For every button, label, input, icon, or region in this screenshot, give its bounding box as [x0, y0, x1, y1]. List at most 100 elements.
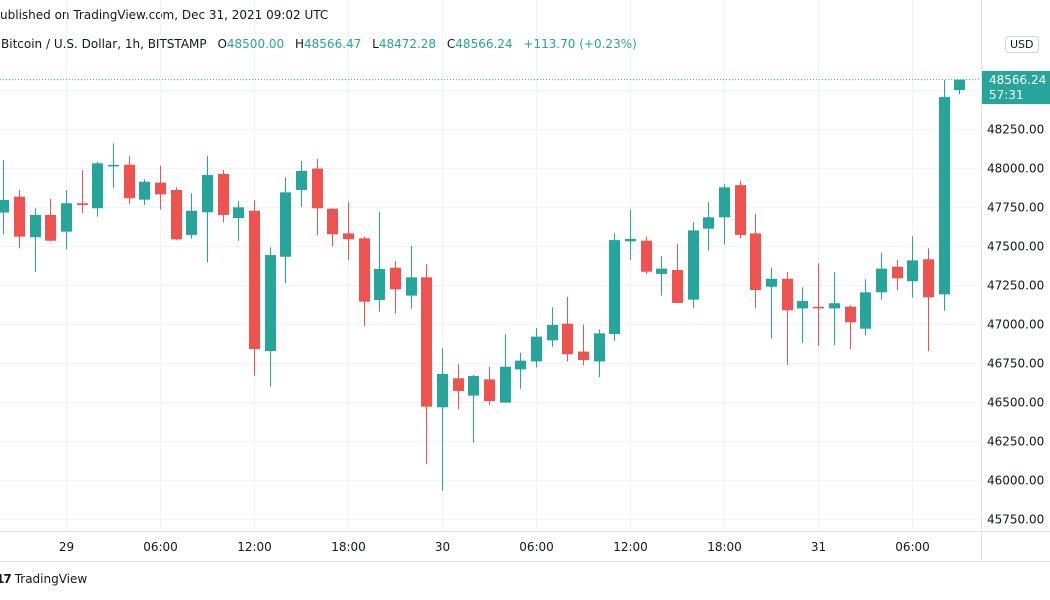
- candle-up: [280, 177, 291, 284]
- candle-body: [547, 324, 558, 341]
- candle-up: [186, 193, 197, 239]
- candle-down: [484, 366, 495, 406]
- candle-body: [77, 203, 88, 205]
- candle-up: [719, 184, 730, 245]
- candle-up: [531, 328, 542, 368]
- candle-body: [265, 255, 276, 351]
- time-tick-label: 29: [59, 540, 74, 554]
- candle-up: [374, 211, 385, 312]
- last-price-tag: 48566.24 57:31: [982, 71, 1050, 104]
- candle-down: [312, 158, 323, 236]
- candle-body: [453, 378, 464, 391]
- currency-button[interactable]: USD: [1005, 36, 1039, 53]
- candle-body: [594, 333, 605, 362]
- price-tick-label: 48000.00: [987, 162, 1044, 176]
- candle-body: [813, 306, 824, 309]
- candle-body: [860, 292, 871, 329]
- candle-down: [923, 248, 934, 352]
- time-tick-label: 06:00: [519, 540, 554, 554]
- candle-down: [641, 236, 652, 274]
- time-tick-label: 18:00: [331, 540, 366, 554]
- time-tick-label: 06:00: [895, 540, 930, 554]
- candle-down: [672, 243, 683, 303]
- candle-body: [374, 268, 385, 300]
- price-tick-label: 47000.00: [987, 318, 1044, 332]
- close-value: 48566.24: [455, 37, 513, 51]
- candle-body: [0, 199, 9, 213]
- candle-body: [703, 217, 714, 229]
- brand-name[interactable]: TradingView: [14, 572, 88, 586]
- time-tick-label: 18:00: [707, 540, 742, 554]
- candle-up: [876, 252, 887, 300]
- candle-body: [609, 240, 620, 334]
- candle-down: [218, 170, 229, 223]
- price-tick-label: 46500.00: [987, 396, 1044, 410]
- candle-body: [437, 373, 448, 408]
- candle-up: [797, 287, 808, 343]
- candle-down: [813, 263, 824, 346]
- candle-body: [782, 278, 793, 311]
- candle-body: [218, 173, 229, 215]
- candle-up: [92, 161, 103, 217]
- candle-up: [766, 267, 777, 339]
- candle-up: [939, 80, 950, 311]
- candle-body: [327, 208, 338, 235]
- candle-body: [766, 278, 777, 287]
- candle-up: [265, 247, 276, 387]
- candle-body: [30, 214, 41, 238]
- candle-down: [343, 201, 354, 261]
- candle-down: [750, 214, 761, 309]
- candle-body: [625, 238, 636, 242]
- candle-body: [108, 164, 119, 167]
- candle-body: [186, 210, 197, 235]
- candle-body: [939, 97, 950, 295]
- candle-body: [750, 233, 761, 290]
- candle-down: [249, 199, 260, 376]
- candle-up: [437, 348, 448, 491]
- high-label: H: [295, 37, 305, 51]
- candle-down: [782, 272, 793, 366]
- time-tick-label: 12:00: [237, 540, 272, 554]
- candle-up: [688, 222, 699, 309]
- candle-body: [578, 351, 589, 361]
- candle-up: [547, 307, 558, 347]
- tradingview-logo-icon: 17: [0, 572, 12, 586]
- candle-up: [0, 160, 9, 235]
- candle-body: [359, 238, 370, 302]
- price-tick-label: 46750.00: [987, 357, 1044, 371]
- candle-up: [954, 79, 965, 95]
- candle-body: [280, 192, 291, 257]
- time-tick-label: 12:00: [613, 540, 648, 554]
- change-value: +113.70 (+0.23%): [523, 37, 637, 51]
- candle-body: [907, 260, 918, 282]
- candle-body: [735, 185, 746, 235]
- candle-down: [562, 296, 573, 362]
- candle-body: [515, 360, 526, 370]
- candle-down: [845, 305, 856, 350]
- candle-body: [829, 303, 840, 309]
- candle-up: [30, 208, 41, 272]
- price-axis: 48500.0048250.0048000.0047750.0047500.00…: [987, 84, 1044, 527]
- candle-up: [139, 179, 150, 205]
- open-label: O: [217, 37, 227, 51]
- candle-body: [672, 270, 683, 303]
- candle-down: [124, 155, 135, 205]
- time-tick-label: 30: [435, 540, 450, 554]
- candle-up: [500, 334, 511, 403]
- candles: [0, 79, 965, 491]
- candle-body: [312, 168, 323, 209]
- candle-body: [500, 366, 511, 403]
- grid: [0, 0, 981, 531]
- candle-body: [45, 214, 56, 241]
- low-value: 48472.28: [378, 37, 437, 51]
- candle-down: [892, 260, 903, 290]
- candle-body: [797, 301, 808, 309]
- candle-body: [406, 277, 417, 296]
- candle-up: [515, 352, 526, 389]
- time-tick-label: 06:00: [143, 540, 178, 554]
- low-label: L: [372, 37, 379, 51]
- price-tick-label: 47250.00: [987, 279, 1044, 293]
- price-tick-label: 45750.00: [987, 513, 1044, 527]
- candle-up: [296, 160, 307, 208]
